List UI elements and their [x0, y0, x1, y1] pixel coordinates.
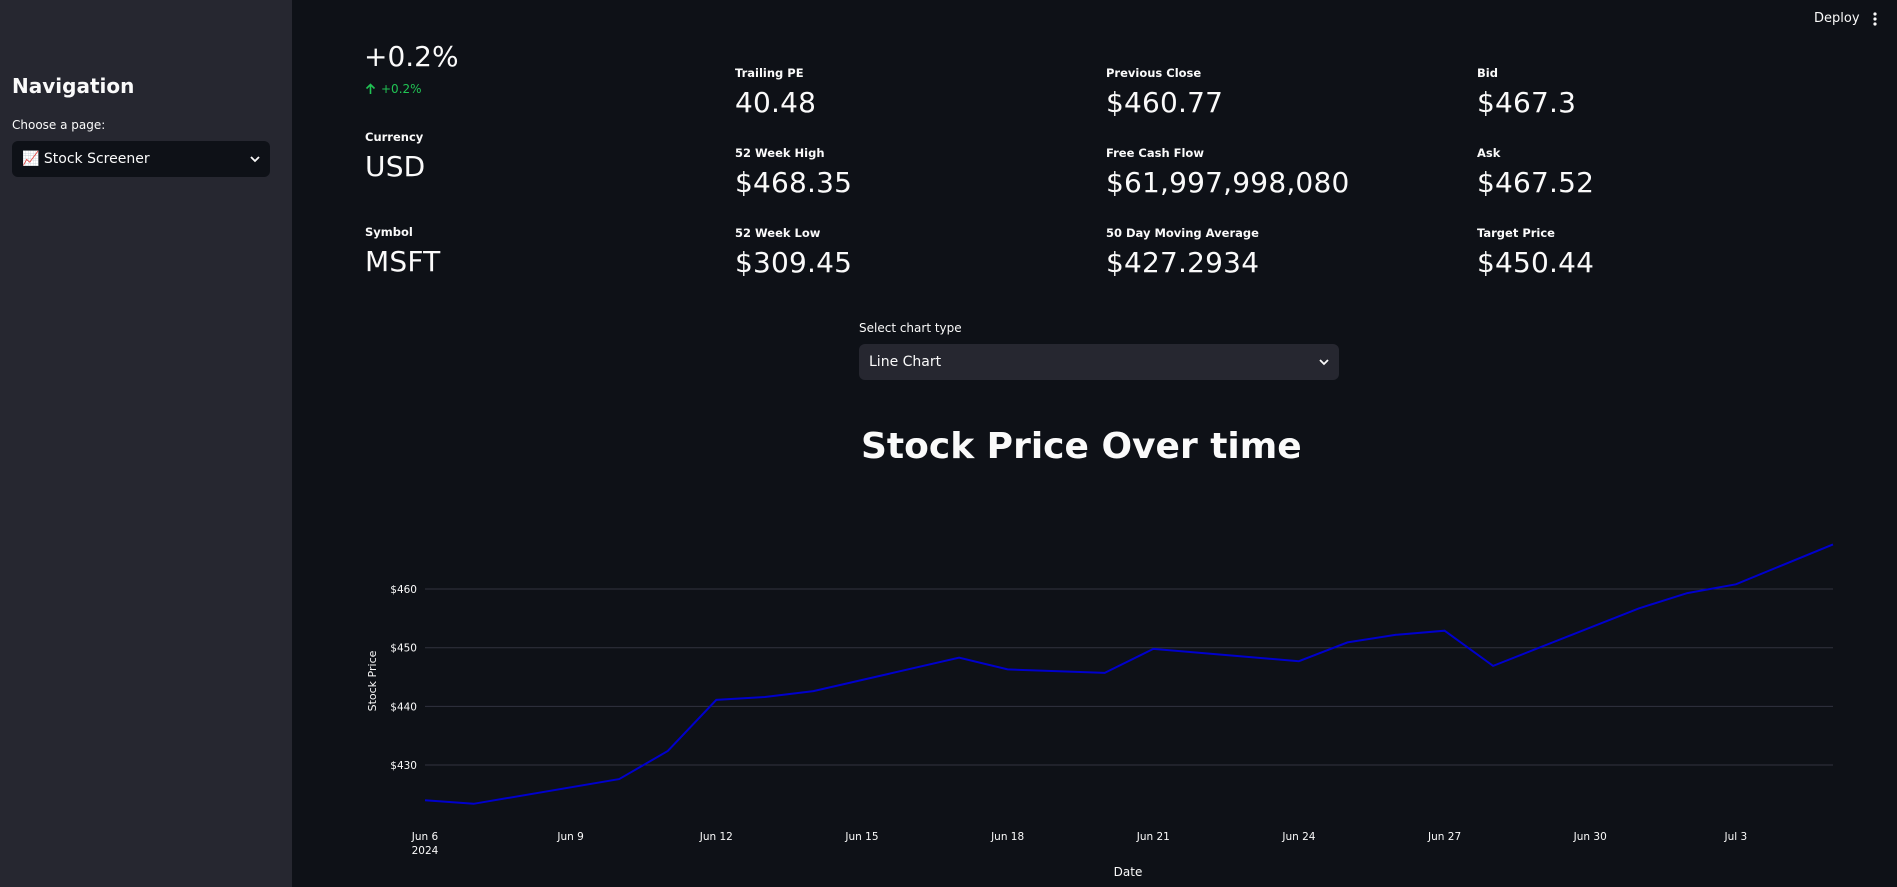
change-delta: +0.2%: [365, 82, 422, 96]
metric-label: Trailing PE: [735, 66, 804, 80]
metric-target-price: Target Price $450.44: [1477, 226, 1594, 279]
metric-52-week-high: 52 Week High $468.35: [735, 146, 852, 199]
change-metric-value: +0.2%: [364, 40, 459, 73]
page-select-label: Choose a page:: [12, 118, 106, 132]
x-tick-label: Jul 3: [1724, 831, 1748, 843]
metric-label: 52 Week High: [735, 146, 825, 160]
chart-grid: [425, 588, 1833, 766]
metric-value: $61,997,998,080: [1106, 166, 1350, 199]
x-tick-label: Jun 12: [699, 831, 733, 843]
metric-symbol: Symbol MSFT: [365, 225, 440, 278]
change-delta-text: +0.2%: [381, 82, 422, 96]
chart-title: Stock Price Over time: [861, 426, 1302, 467]
metric-value: USD: [365, 150, 426, 183]
metric-value: $460.77: [1106, 86, 1224, 119]
x-tick-label: Jun 9: [556, 831, 583, 843]
x-tick-label: Jun 6: [411, 831, 439, 843]
y-tick-label: $450: [390, 643, 417, 655]
metric-free-cash-flow: Free Cash Flow $61,997,998,080: [1106, 146, 1349, 199]
y-axis-label: Stock Price: [366, 650, 379, 711]
chart-type-value: Line Chart: [869, 354, 942, 370]
x-tick-label: 2024: [412, 845, 439, 857]
metric-label: Target Price: [1477, 226, 1555, 240]
metric-value: $468.35: [735, 166, 853, 199]
metric-value: 40.48: [735, 86, 817, 119]
metric-label: Ask: [1477, 146, 1501, 160]
metric-ask: Ask $467.52: [1477, 146, 1594, 199]
metric-currency: Currency USD: [365, 130, 425, 183]
chevron-down-icon: [1319, 359, 1329, 366]
x-tick-label: Jun 27: [1427, 831, 1461, 843]
metric-value: $467.3: [1477, 86, 1577, 119]
y-axis-ticks: $430 $440 $450 $460: [390, 584, 417, 772]
x-axis-label: Date: [1114, 865, 1143, 879]
y-tick-label: $430: [390, 760, 417, 772]
page-select-value: 📈 Stock Screener: [22, 151, 150, 167]
price-series-line: [424, 543, 1834, 805]
chevron-down-icon: [250, 156, 260, 163]
arrow-up-icon: [365, 83, 376, 94]
x-tick-label: Jun 15: [844, 831, 878, 843]
metric-52-week-low: 52 Week Low $309.45: [735, 226, 852, 279]
chart-type-label: Select chart type: [859, 321, 962, 335]
metric-previous-close: Previous Close $460.77: [1106, 66, 1223, 119]
metric-label: Symbol: [365, 225, 413, 239]
metric-trailing-pe: Trailing PE 40.48: [735, 66, 816, 119]
metric-label: Free Cash Flow: [1106, 146, 1204, 160]
sidebar: Navigation Choose a page: 📈 Stock Screen…: [0, 0, 292, 887]
metric-value: $450.44: [1477, 246, 1595, 279]
metric-bid: Bid $467.3: [1477, 66, 1576, 119]
more-menu-icon[interactable]: [1871, 11, 1879, 27]
metric-label: Previous Close: [1106, 66, 1202, 80]
y-tick-label: $440: [390, 701, 417, 713]
x-axis-ticks: Jun 6 2024 Jun 9 Jun 12 Jun 15 Jun 18 Jun 21 Ju…: [411, 831, 1747, 857]
sidebar-title: Navigation: [12, 74, 135, 98]
metric-value: $427.2934: [1106, 246, 1260, 279]
y-tick-label: $460: [390, 584, 417, 596]
metric-label: 50 Day Moving Average: [1106, 226, 1259, 240]
metric-value: MSFT: [365, 245, 441, 278]
page-select[interactable]: 📈 Stock Screener: [12, 141, 270, 177]
metric-label: Currency: [365, 130, 424, 144]
metric-value: $467.52: [1477, 166, 1595, 199]
x-tick-label: Jun 30: [1573, 831, 1607, 843]
chart-type-select[interactable]: Line Chart: [859, 344, 1339, 380]
metric-label: Bid: [1477, 66, 1498, 80]
metric-label: 52 Week Low: [735, 226, 821, 240]
metric-50-day-moving-average: 50 Day Moving Average $427.2934: [1106, 226, 1259, 279]
x-tick-label: Jun 18: [990, 831, 1024, 843]
deploy-button[interactable]: Deploy: [1814, 11, 1860, 26]
x-tick-label: Jun 21: [1136, 831, 1170, 843]
metric-value: $309.45: [735, 246, 853, 279]
x-tick-label: Jun 24: [1281, 831, 1315, 843]
